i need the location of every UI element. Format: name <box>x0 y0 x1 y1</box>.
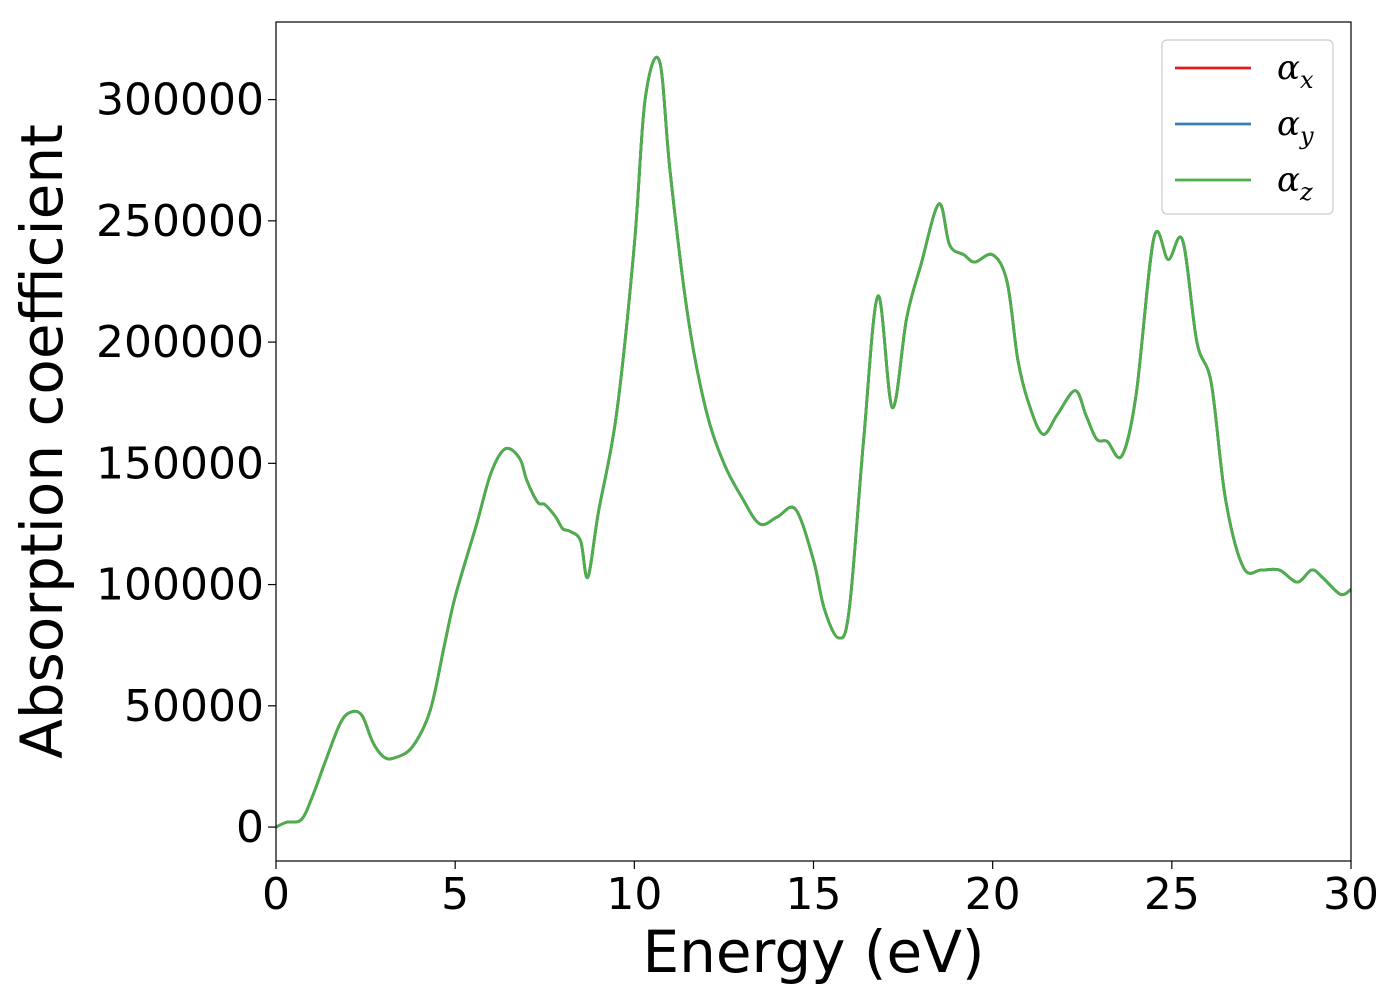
y-tick-label: 300000 <box>96 75 264 126</box>
y-axis-ticks: 0 50000 100000 150000 200000 250000 300000 <box>96 75 276 853</box>
x-tick-label: 10 <box>606 869 662 920</box>
plot-lines <box>275 55 1352 829</box>
x-tick-label: 5 <box>441 869 469 920</box>
x-axis-label: Energy (eV) <box>642 918 984 986</box>
series-line-alpha-z <box>275 55 1352 829</box>
y-tick-label: 50000 <box>124 681 264 732</box>
x-tick-label: 25 <box>1144 869 1200 920</box>
y-tick-label: 200000 <box>96 317 264 368</box>
y-tick-label: 250000 <box>96 196 264 247</box>
x-tick-label: 20 <box>965 869 1021 920</box>
y-axis-label: Absorption coefficient <box>8 124 76 759</box>
x-tick-label: 0 <box>262 869 290 920</box>
x-axis-ticks: 0 5 10 15 20 25 30 <box>262 861 1379 920</box>
y-tick-label: 150000 <box>96 438 264 489</box>
y-tick-label: 0 <box>236 802 264 853</box>
legend-box <box>1161 39 1334 215</box>
legend-entry-alpha-z: αz <box>1175 160 1313 206</box>
x-tick-label: 30 <box>1323 869 1379 920</box>
x-tick-label: 15 <box>786 869 842 920</box>
y-tick-label: 100000 <box>96 560 264 611</box>
legend-label: αz <box>1277 160 1313 206</box>
